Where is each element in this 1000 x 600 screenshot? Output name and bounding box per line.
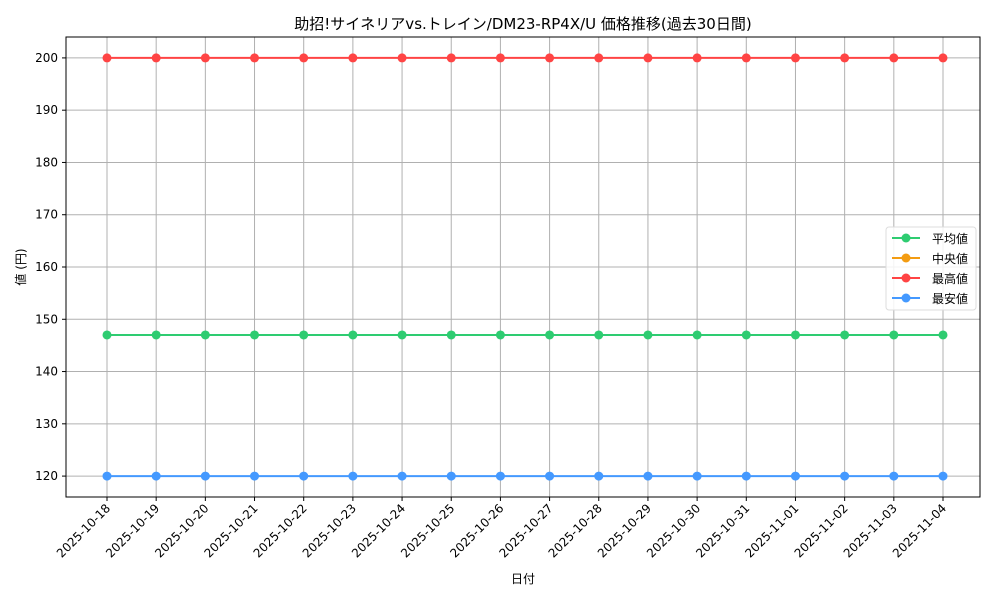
data-point [200, 471, 210, 481]
data-point [151, 53, 161, 63]
y-tick-label: 150 [35, 312, 58, 326]
data-point [348, 471, 358, 481]
data-point [840, 53, 850, 63]
data-point [840, 471, 850, 481]
data-point [889, 53, 899, 63]
data-point [397, 330, 407, 340]
data-point [397, 471, 407, 481]
data-point [643, 53, 653, 63]
data-point [446, 330, 456, 340]
data-point [495, 471, 505, 481]
y-tick-label: 130 [35, 417, 58, 431]
data-point [348, 330, 358, 340]
data-point [741, 330, 751, 340]
data-point [250, 53, 260, 63]
legend-label: 平均値 [932, 231, 968, 246]
data-point [692, 330, 702, 340]
data-point [840, 330, 850, 340]
y-tick-label: 120 [35, 469, 58, 483]
y-tick-label: 170 [35, 208, 58, 222]
data-point [250, 330, 260, 340]
y-axis-label: 値 (円) [13, 248, 28, 285]
data-point [151, 471, 161, 481]
data-point [495, 330, 505, 340]
legend-marker-icon [901, 253, 911, 263]
plot-frame [65, 36, 981, 498]
data-point [938, 53, 948, 63]
data-point [643, 330, 653, 340]
data-point [545, 471, 555, 481]
data-point [594, 330, 604, 340]
data-point [545, 330, 555, 340]
legend-marker-icon [901, 293, 911, 303]
data-point [594, 53, 604, 63]
x-axis-label: 日付 [511, 572, 535, 586]
data-point [299, 471, 309, 481]
data-point [102, 471, 112, 481]
data-point [889, 330, 899, 340]
chart-title: 助招!サイネリアvs.トレイン/DM23-RP4X/U 価格推移(過去30日間) [294, 15, 751, 33]
data-point [299, 53, 309, 63]
legend-label: 最安値 [932, 291, 968, 306]
data-point [495, 53, 505, 63]
legend-marker-icon [901, 273, 911, 283]
data-point [741, 53, 751, 63]
data-point [545, 53, 555, 63]
data-point [151, 330, 161, 340]
data-point [692, 471, 702, 481]
data-point [200, 53, 210, 63]
data-point [299, 330, 309, 340]
data-point [200, 330, 210, 340]
legend-marker-icon [901, 233, 911, 243]
data-point [397, 53, 407, 63]
data-point [889, 471, 899, 481]
y-tick-label: 140 [35, 365, 58, 379]
data-point [348, 53, 358, 63]
y-tick-label: 200 [35, 51, 58, 65]
data-point [102, 330, 112, 340]
data-point [790, 330, 800, 340]
data-point [938, 330, 948, 340]
data-point [692, 53, 702, 63]
data-point [643, 471, 653, 481]
data-point [938, 471, 948, 481]
data-point [594, 471, 604, 481]
legend-label: 最高値 [932, 271, 968, 286]
data-point [446, 471, 456, 481]
data-point [790, 53, 800, 63]
y-tick-label: 180 [35, 155, 58, 169]
y-tick-label: 190 [35, 103, 58, 117]
data-point [446, 53, 456, 63]
data-point [250, 471, 260, 481]
data-point [790, 471, 800, 481]
legend-label: 中央値 [932, 251, 968, 266]
legend-box [885, 226, 977, 311]
data-point [741, 471, 751, 481]
data-point [102, 53, 112, 63]
y-tick-label: 160 [35, 260, 58, 274]
